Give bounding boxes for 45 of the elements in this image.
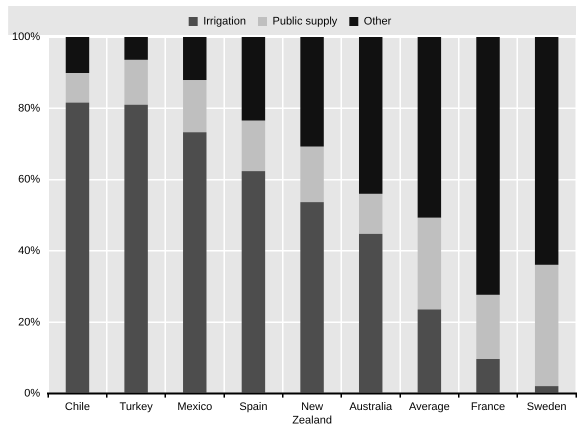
x-tick-label: Australia [349,401,393,414]
bar [124,37,148,60]
x-tick-label: New Zealand [292,401,332,426]
x-tick-label: Sweden [526,401,567,414]
bar [418,309,442,393]
bar [534,264,558,386]
x-tick-label: Turkey [120,401,154,414]
y-tick-label: 80% [18,102,40,114]
bar [534,386,558,393]
y-tick-label: 40% [18,244,40,257]
bar [183,80,206,132]
bar [300,202,324,393]
bar [418,37,442,218]
legend-label: Other [364,16,392,28]
bar [476,294,500,360]
bar [183,132,206,393]
bar [242,171,266,393]
bar [358,37,382,194]
x-tick-label: Average [408,401,450,414]
bar [66,102,90,393]
bar [66,37,90,74]
bar [242,120,266,172]
bar [124,60,148,105]
bar [358,234,382,393]
bar [534,37,558,265]
bar [476,37,500,295]
x-tick-label: France [470,401,506,414]
bar [124,104,148,393]
x-tick-label: Chile [64,401,90,414]
bar [183,37,206,80]
y-tick-label: 100% [12,31,40,44]
bar [300,37,324,146]
bar [476,359,500,393]
bar [358,194,382,234]
bar [418,218,442,310]
y-tick-label: 60% [18,174,40,186]
bar [300,146,324,202]
y-tick-label: 20% [18,316,40,328]
legend-label: Irrigation [203,16,246,28]
bar [242,37,266,120]
y-tick-label: 0% [24,388,40,400]
x-tick-label: Mexico [177,401,212,414]
x-tick-label: Spain [239,401,268,414]
legend-label: Public supply [272,16,338,28]
bar [66,73,90,103]
